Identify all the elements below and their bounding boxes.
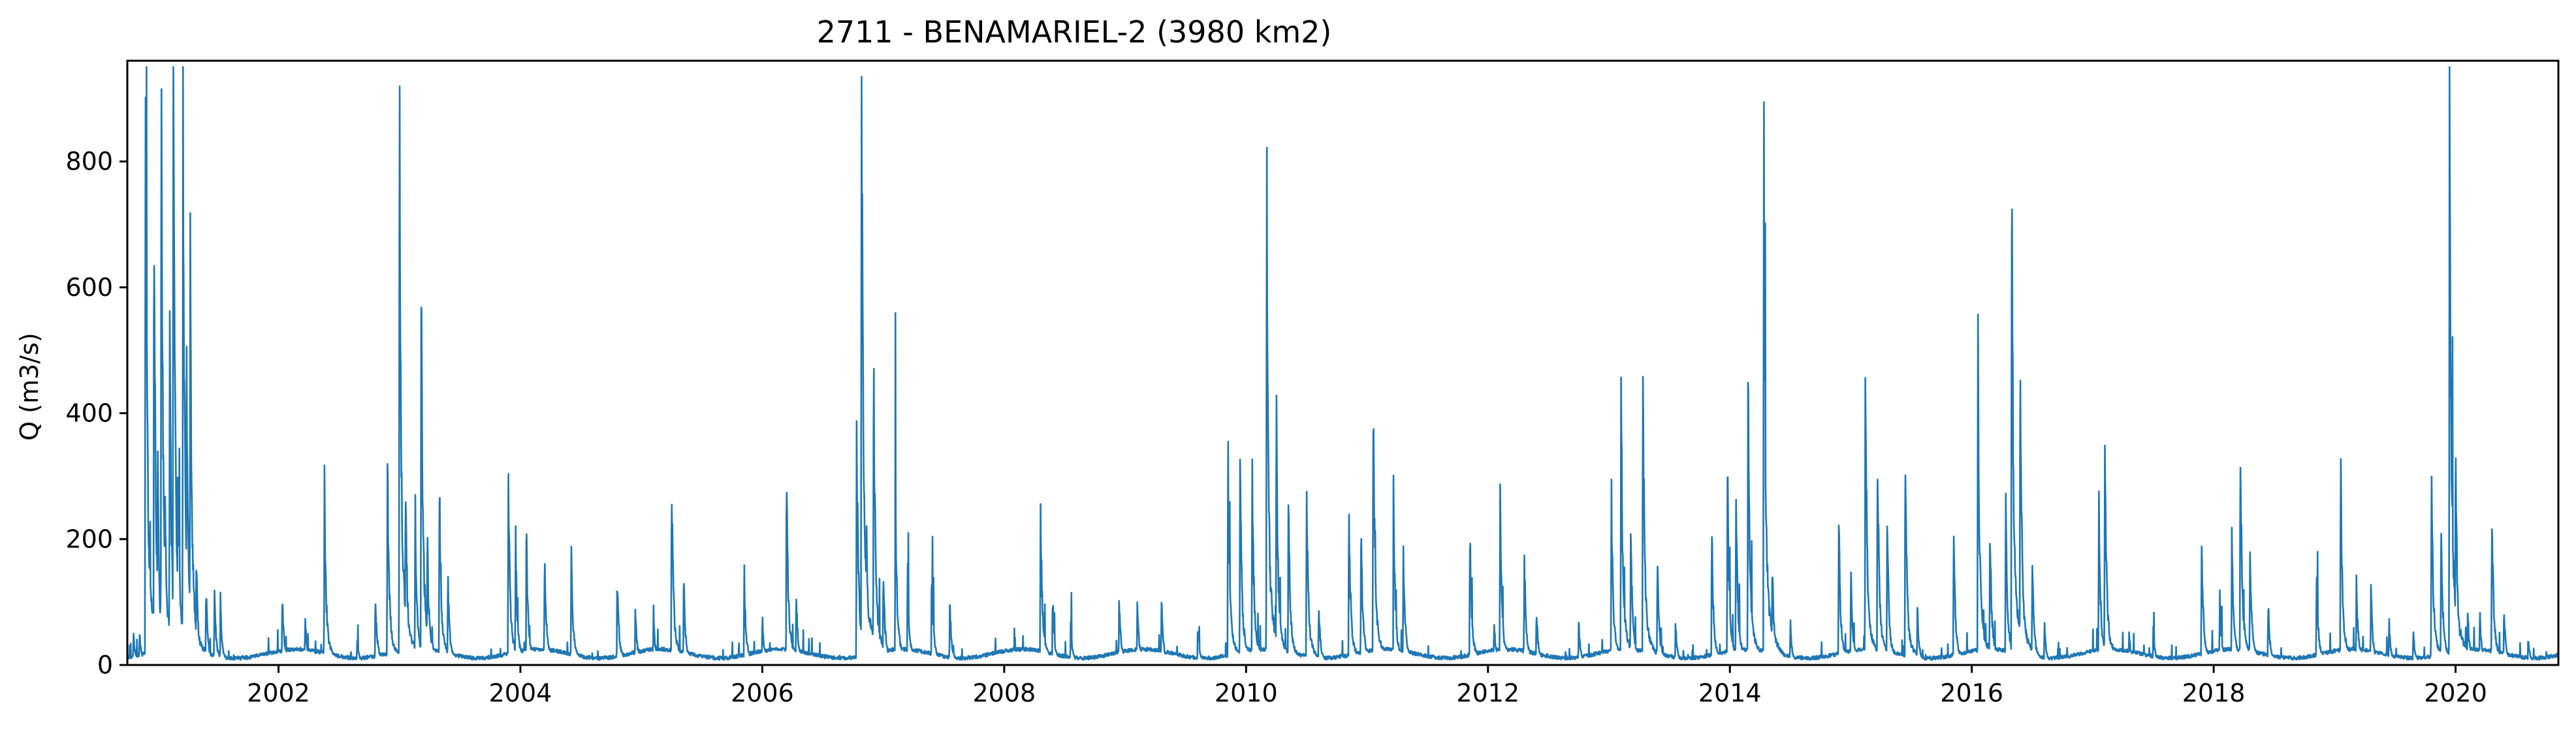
chart-title: 2711 - BENAMARIEL-2 (3980 km2) bbox=[817, 14, 1332, 50]
x-tick-label: 2012 bbox=[1456, 679, 1519, 707]
plot-area bbox=[126, 66, 2559, 661]
x-tick-label: 2008 bbox=[973, 679, 1036, 707]
y-axis: 0 200 400 600 800 bbox=[65, 147, 127, 679]
x-tick-label: 2004 bbox=[489, 679, 552, 707]
x-axis: 2002 2004 2006 2008 2010 2012 2014 2016 2018 2020 bbox=[247, 665, 2487, 707]
x-tick-label: 2006 bbox=[731, 679, 794, 707]
y-tick-label: 200 bbox=[65, 525, 113, 553]
y-tick-label: 600 bbox=[65, 273, 113, 302]
y-axis-label: Q (m3/s) bbox=[15, 332, 44, 440]
x-tick-label: 2002 bbox=[247, 679, 310, 707]
x-tick-label: 2010 bbox=[1215, 679, 1278, 707]
y-tick-label: 0 bbox=[97, 651, 113, 679]
plot-frame bbox=[126, 59, 2560, 666]
x-tick-label: 2018 bbox=[2182, 679, 2246, 707]
discharge-series-line bbox=[126, 66, 2559, 661]
x-tick-label: 2014 bbox=[1698, 679, 1762, 707]
y-tick-label: 400 bbox=[65, 399, 113, 428]
x-tick-label: 2020 bbox=[2424, 679, 2487, 707]
x-tick-label: 2016 bbox=[1940, 679, 2003, 707]
y-tick-label: 800 bbox=[65, 147, 113, 176]
